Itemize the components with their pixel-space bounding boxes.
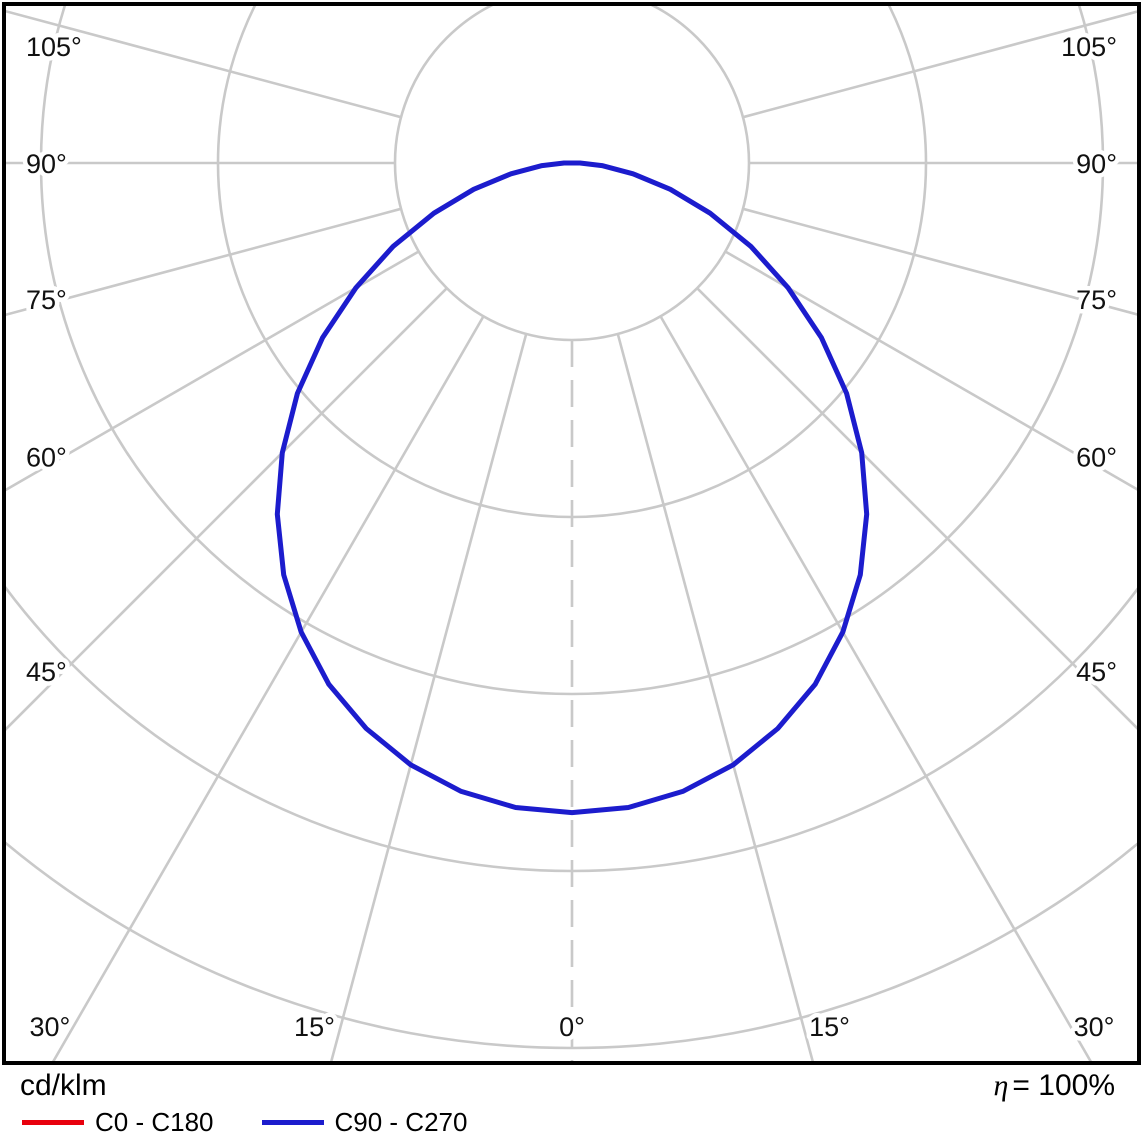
angle-tick-label: 90° — [1076, 149, 1117, 179]
polar-chart: 0° 15° 15° 30° 30° 45° 45° 60° 60° 75° 75° 90° 90° 10… — [6, 6, 1137, 1061]
angle-tick-label: 60° — [26, 442, 67, 472]
unit-label: cd/klm — [20, 1069, 107, 1102]
grid-spoke-75 — [742, 207, 1137, 316]
angle-tick-label: 45° — [26, 657, 67, 687]
angle-tick-label: 15° — [809, 1012, 850, 1042]
eta-symbol: η — [993, 1069, 1009, 1102]
grid-spoke-60 — [724, 250, 1137, 491]
grid-ring-2 — [216, 6, 928, 519]
grid-spoke-105 — [6, 9, 402, 119]
grid-spoke-15 — [616, 333, 814, 1061]
grid-spoke-75 — [6, 207, 402, 317]
grid-spoke-30 — [52, 315, 485, 1061]
angle-tick-label: 105° — [26, 32, 82, 62]
angle-tick-label: 90° — [26, 149, 67, 179]
grid-ring-1 — [393, 6, 751, 342]
grid-spoke-45 — [696, 287, 1137, 730]
c0-c180-line-swatch — [22, 1120, 84, 1125]
angle-tick-label: 15° — [294, 1012, 335, 1042]
legend: C0 - C180 C90 - C270 — [22, 1107, 467, 1138]
legend-item-c90-c270: C90 - C270 — [261, 1107, 468, 1138]
legend-label-c0-c180: C0 - C180 — [95, 1107, 214, 1137]
grid-ring-4 — [6, 585, 1137, 873]
c90-c270-line-swatch — [261, 1120, 324, 1125]
chart-footer: cd/klm η = 100% C0 - C180 C90 - C270 — [0, 1067, 1143, 1143]
grid-spoke-30 — [659, 315, 1092, 1061]
grid-ring-5 — [6, 841, 1137, 1050]
angle-tick-label: 75° — [1076, 285, 1117, 315]
eta-value: = 100% — [1012, 1069, 1115, 1102]
grid-spoke-60 — [6, 250, 420, 492]
angle-tick-label: 105° — [1061, 32, 1117, 62]
efficiency-label: η = 100% — [994, 1069, 1115, 1103]
polar-chart-frame: 0° 15° 15° 30° 30° 45° 45° 60° 60° 75° 75° 90° 90° 10… — [2, 2, 1141, 1065]
legend-item-c0-c180: C0 - C180 — [22, 1107, 214, 1138]
grid-spoke-45 — [6, 287, 448, 731]
angle-tick-label: 30° — [30, 1012, 71, 1042]
curve-c90-c270 — [274, 160, 870, 816]
angle-tick-label: 0° — [559, 1012, 585, 1042]
grid-spoke-15 — [330, 333, 528, 1061]
legend-label-c90-c270: C90 - C270 — [334, 1107, 468, 1137]
grid-ring-3 — [39, 6, 1105, 696]
angle-tick-label: 60° — [1076, 442, 1117, 472]
grid-spoke-105 — [742, 10, 1137, 119]
angle-tick-label: 30° — [1074, 1012, 1115, 1042]
angle-tick-label: 45° — [1076, 657, 1117, 687]
angle-tick-label: 75° — [26, 285, 67, 315]
